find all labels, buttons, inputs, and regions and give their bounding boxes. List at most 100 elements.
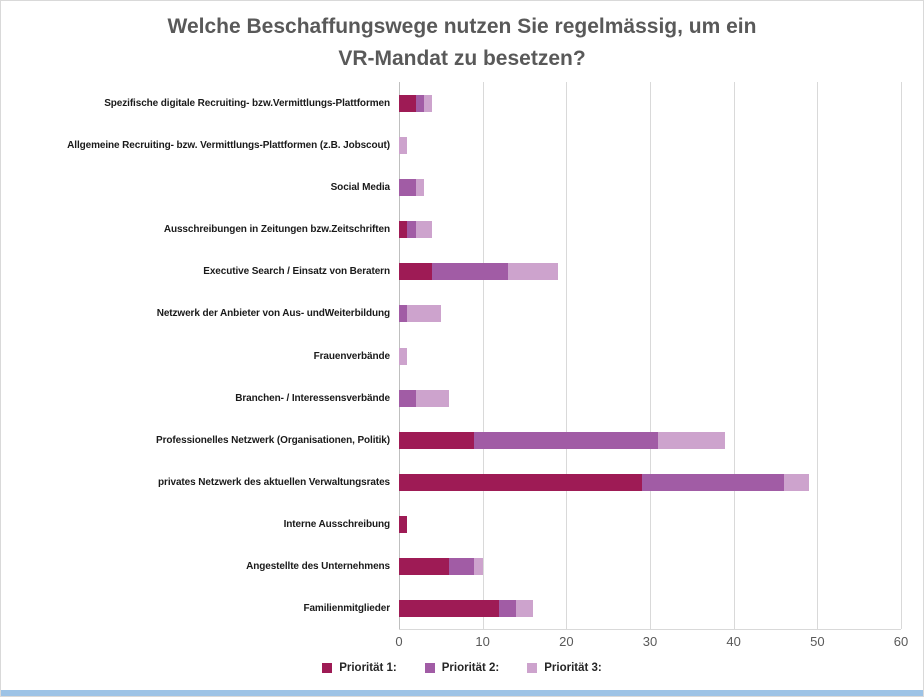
stacked-bar (399, 473, 901, 491)
bar-track (399, 419, 901, 461)
category-label: privates Netzwerk des aktuellen Verwaltu… (158, 476, 390, 488)
bar-segment-priority-3 (474, 558, 483, 576)
bar-segment-priority-3 (407, 305, 441, 323)
x-tick-label: 20 (559, 634, 574, 649)
bar-track (399, 293, 901, 335)
chart-row: Professionelles Netzwerk (Organisationen… (1, 419, 901, 461)
gridline (482, 82, 484, 629)
bar-segment-priority-1 (399, 94, 416, 112)
bar-segment-priority-3 (415, 389, 450, 407)
chart-row: Social Media (1, 166, 901, 208)
stacked-bar (399, 389, 901, 407)
chart-title: Welche Beschaffungswege nutzen Sie regel… (167, 15, 757, 70)
stacked-bar (399, 516, 901, 534)
category-label: Netzwerk der Anbieter von Aus- undWeiter… (156, 308, 390, 320)
bar-segment-priority-3 (415, 178, 425, 196)
legend-label: Priorität 1: (339, 662, 397, 674)
stacked-bar (399, 305, 901, 323)
bar-segment-priority-1 (399, 558, 450, 576)
bar-segment-priority-1 (399, 221, 408, 239)
stacked-bar (399, 431, 901, 449)
legend-swatch (527, 663, 538, 673)
bar-segment-priority-1 (399, 473, 642, 491)
bar-segment-priority-2 (641, 473, 784, 491)
bar-track (399, 208, 901, 250)
category-label: Frauenverbände (313, 350, 391, 362)
legend-swatch (424, 663, 435, 673)
stacked-bar (399, 221, 901, 239)
bar-segment-priority-2 (499, 600, 517, 618)
bar-track (399, 82, 901, 124)
x-tick-label: 50 (810, 634, 825, 649)
category-label: Angestellte des Unternehmens (246, 561, 390, 573)
stacked-bar (399, 136, 901, 154)
bar-track (399, 546, 901, 588)
chart-row: Familienmitglieder (1, 588, 901, 630)
gridline (650, 82, 651, 629)
bar-track (399, 251, 901, 293)
category-label: Spezifische digitale Recruiting- bzw.Ver… (104, 97, 390, 109)
bar-segment-priority-2 (474, 431, 659, 449)
chart-row: Angestellte des Unternehmens (1, 546, 901, 588)
gridline (566, 82, 568, 629)
bar-segment-priority-2 (407, 221, 416, 239)
chart-row: Allgemeine Recruiting- bzw. Vermittlungs… (1, 124, 901, 166)
bar-segment-priority-2 (415, 94, 425, 112)
x-tick-label: 30 (642, 634, 658, 649)
bar-segment-priority-2 (399, 305, 408, 323)
x-tick-label: 0 (395, 634, 403, 649)
chart-row: Ausschreibungen in Zeitungen bzw.Zeitsch… (1, 208, 901, 250)
chart-row: Netzwerk der Anbieter von Aus- undWeiter… (1, 293, 901, 335)
bar-segment-priority-2 (432, 263, 508, 281)
bar-track (399, 377, 901, 419)
stacked-bar (399, 178, 901, 196)
chart-row: Frauenverbände (1, 335, 901, 377)
gridline (817, 82, 819, 629)
bar-segment-priority-3 (658, 431, 726, 449)
stacked-bar (399, 94, 901, 112)
x-axis: 0 10 20 30 40 50 60 (395, 630, 908, 654)
bar-track (399, 588, 901, 630)
bar-track (399, 124, 901, 166)
category-label: Social Media (330, 181, 390, 193)
legend-label: Priorität 2: (441, 662, 500, 674)
category-label: Allgemeine Recruiting- bzw. Vermittlungs… (67, 139, 390, 151)
bar-rows: Spezifische digitale Recruiting- bzw.Ver… (1, 82, 901, 630)
gridline (901, 82, 902, 629)
bar-segment-priority-2 (399, 178, 416, 196)
bar-segment-priority-1 (399, 263, 433, 281)
x-tick-label: 10 (475, 634, 490, 649)
legend: Priorität 1: Priorität 2: Priorität 3: (1, 654, 923, 690)
bar-segment-priority-2 (449, 558, 475, 576)
chart-row: Spezifische digitale Recruiting- bzw.Ver… (1, 82, 901, 124)
bar-segment-priority-3 (507, 263, 558, 281)
bar-segment-priority-3 (399, 136, 408, 154)
gridline (733, 82, 735, 629)
bar-segment-priority-3 (399, 347, 408, 365)
x-tick-label: 60 (893, 634, 909, 649)
bar-segment-priority-3 (516, 600, 533, 618)
chart-row: Branchen- / Interessensverbände (1, 377, 901, 419)
bar-segment-priority-3 (783, 473, 809, 491)
chart-row: Interne Ausschreibung (1, 504, 901, 546)
legend-swatch (322, 663, 333, 673)
stacked-bar (399, 347, 901, 365)
bar-segment-priority-3 (415, 221, 433, 239)
category-label: Professionelles Netzwerk (Organisationen… (156, 434, 390, 446)
stacked-bar (399, 558, 901, 576)
category-label: Executive Search / Einsatz von Beratern (203, 266, 390, 278)
category-label: Familienmitglieder (303, 603, 390, 615)
plot-area: Spezifische digitale Recruiting- bzw.Ver… (1, 80, 923, 630)
x-tick-label: 40 (726, 634, 741, 649)
bar-segment-priority-1 (399, 600, 500, 618)
legend-label: Priorität 3: (544, 662, 602, 674)
bar-track (399, 461, 901, 503)
category-label: Branchen- / Interessensverbände (235, 392, 390, 404)
bar-segment-priority-1 (399, 516, 408, 534)
stacked-bar (399, 263, 901, 281)
category-label: Ausschreibungen in Zeitungen bzw.Zeitsch… (163, 224, 390, 236)
bar-segment-priority-2 (399, 389, 416, 407)
chart-row: Executive Search / Einsatz von Beratern (1, 251, 901, 293)
bar-track (399, 166, 901, 208)
